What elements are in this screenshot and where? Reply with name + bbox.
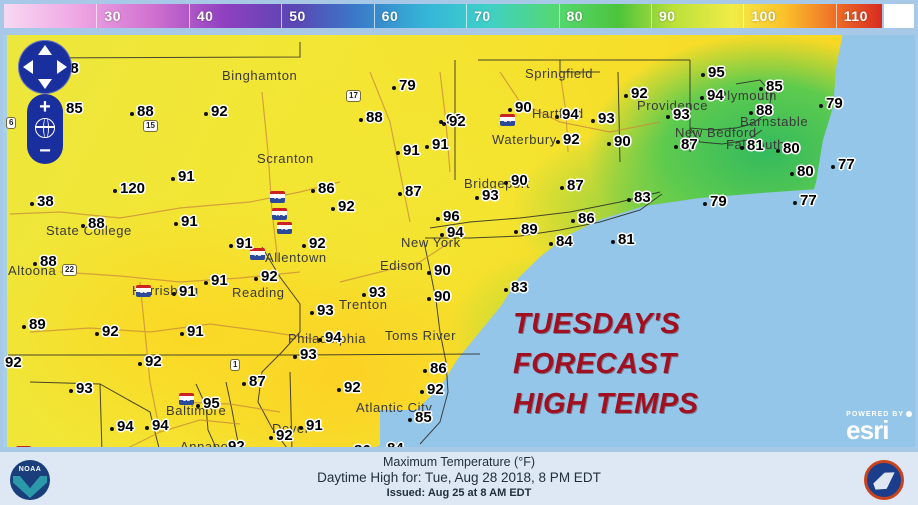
- legend-tick: [650, 4, 652, 28]
- legend-blank-swatch: [884, 4, 914, 28]
- ocean-area-south: [380, 410, 918, 450]
- footer-title: Maximum Temperature (°F): [382, 455, 536, 469]
- legend-label-100: 100: [751, 8, 777, 24]
- national-weather-service-logo: [864, 460, 904, 500]
- legend-tick: [466, 4, 468, 28]
- color-ramp: [4, 4, 882, 28]
- noaa-logo-text: NOAA: [18, 466, 42, 473]
- highway-shield-83: 83: [136, 285, 151, 297]
- highway-shield-6: 6: [6, 117, 17, 129]
- zoom-out-button[interactable]: −: [39, 140, 51, 162]
- highway-shield-95: 95: [179, 393, 194, 405]
- pan-left-arrow-icon[interactable]: [23, 60, 33, 74]
- esri-powered-by-text: POWERED BY: [846, 411, 912, 418]
- legend-tick: [188, 4, 190, 28]
- temperature-color-legend: 30 40 50 60 70 80 90 100 110: [0, 0, 918, 32]
- highway-shield-476: 476: [272, 208, 287, 220]
- esri-dot-icon: [906, 411, 912, 418]
- forecast-map[interactable]: Binghamton Springfield Providence Plymouth B…: [0, 32, 918, 450]
- pan-down-arrow-icon[interactable]: [38, 79, 52, 89]
- esri-brand-text: esri: [846, 415, 889, 445]
- pan-right-arrow-icon[interactable]: [57, 60, 67, 74]
- map-footer: NOAA Maximum Temperature (°F) Daytime Hi…: [0, 450, 918, 505]
- highway-shield-70: 70: [277, 222, 292, 234]
- legend-label-50: 50: [289, 8, 306, 24]
- highway-shield-1: 1: [230, 359, 241, 371]
- legend-label-80: 80: [566, 8, 584, 24]
- legend-label-110: 110: [843, 8, 868, 24]
- legend-tick: [96, 4, 98, 28]
- legend-label-70: 70: [474, 8, 491, 24]
- noaa-logo: NOAA: [10, 460, 50, 500]
- legend-tick: [743, 4, 745, 28]
- map-left-water-edge: [0, 32, 7, 450]
- legend-tick: [835, 4, 837, 28]
- footer-subtitle: Daytime High for: Tue, Aug 28 2018, 8 PM…: [317, 470, 601, 485]
- highway-shield-22: 22: [62, 264, 77, 276]
- pan-up-arrow-icon[interactable]: [38, 45, 52, 55]
- legend-label-40: 40: [196, 8, 214, 24]
- esri-watermark: POWERED BY esri: [846, 411, 912, 445]
- map-vector-overlay: [8, 42, 773, 450]
- footer-issued: Issued: Aug 25 at 8 AM EDT: [386, 487, 532, 499]
- highway-shield-84: 84: [500, 114, 515, 126]
- legend-label-90: 90: [658, 8, 676, 24]
- zoom-control[interactable]: + −: [27, 94, 63, 164]
- pan-control[interactable]: [18, 40, 72, 94]
- esri-powered-label: POWERED BY: [846, 411, 904, 418]
- zoom-in-button[interactable]: +: [39, 96, 51, 118]
- legend-tick: [281, 4, 283, 28]
- highway-shield-78: 78: [250, 248, 265, 260]
- highway-shield-17: 17: [346, 90, 361, 102]
- legend-label-30: 30: [104, 8, 121, 24]
- highway-shield-76: 76: [270, 191, 285, 203]
- highway-shield-15: 15: [143, 120, 158, 132]
- legend-label-60: 60: [381, 8, 399, 24]
- footer-caption: Maximum Temperature (°F) Daytime High fo…: [0, 455, 918, 499]
- globe-icon[interactable]: [35, 118, 55, 138]
- map-canvas: Binghamton Springfield Providence Plymouth B…: [0, 32, 918, 450]
- legend-tick: [558, 4, 560, 28]
- legend-tick: [373, 4, 375, 28]
- nws-swoosh-icon: [871, 469, 899, 492]
